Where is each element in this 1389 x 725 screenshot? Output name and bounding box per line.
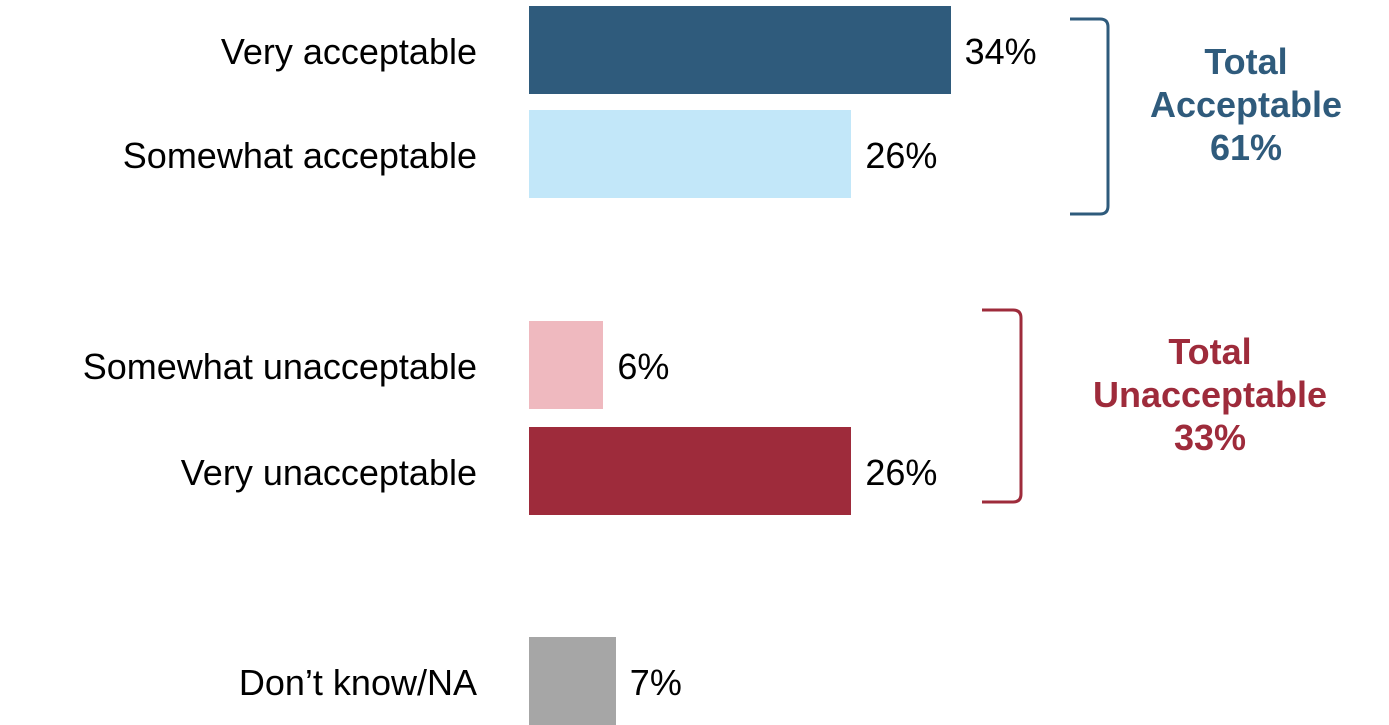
category-label-somewhat-unacceptable: Somewhat unacceptable	[82, 346, 477, 387]
total-unacceptable-line-1: Total	[1168, 331, 1252, 372]
unacceptable-bracket	[982, 308, 1023, 504]
acceptable-bracket	[1070, 17, 1110, 216]
total-unacceptable-line-2: Unacceptable	[1092, 374, 1328, 415]
bar-somewhat-acceptable	[529, 110, 852, 198]
value-label-somewhat-unacceptable: 6%	[617, 346, 670, 387]
bar-somewhat-unacceptable	[529, 321, 604, 409]
category-label-very-acceptable: Very acceptable	[220, 31, 477, 72]
total-acceptable-line-2: Acceptable	[1149, 84, 1343, 125]
value-label-somewhat-acceptable: 26%	[865, 135, 938, 176]
value-label-very-acceptable: 34%	[964, 31, 1037, 72]
category-label-don-t-know-na: Don’t know/NA	[238, 662, 477, 703]
total-unacceptable-label: Total Unacceptable 33%	[1080, 330, 1340, 459]
bar-very-acceptable	[529, 6, 951, 94]
bar-don-t-know-na	[529, 637, 616, 725]
total-unacceptable-value: 33%	[1173, 417, 1247, 458]
total-acceptable-value: 61%	[1209, 127, 1283, 168]
bar-very-unacceptable	[529, 427, 852, 515]
value-label-very-unacceptable: 26%	[865, 452, 938, 493]
total-acceptable-line-1: Total	[1204, 41, 1288, 82]
category-label-somewhat-acceptable: Somewhat acceptable	[122, 135, 477, 176]
category-label-very-unacceptable: Very unacceptable	[180, 452, 477, 493]
total-acceptable-label: Total Acceptable 61%	[1130, 40, 1362, 169]
value-label-don-t-know-na: 7%	[629, 662, 682, 703]
